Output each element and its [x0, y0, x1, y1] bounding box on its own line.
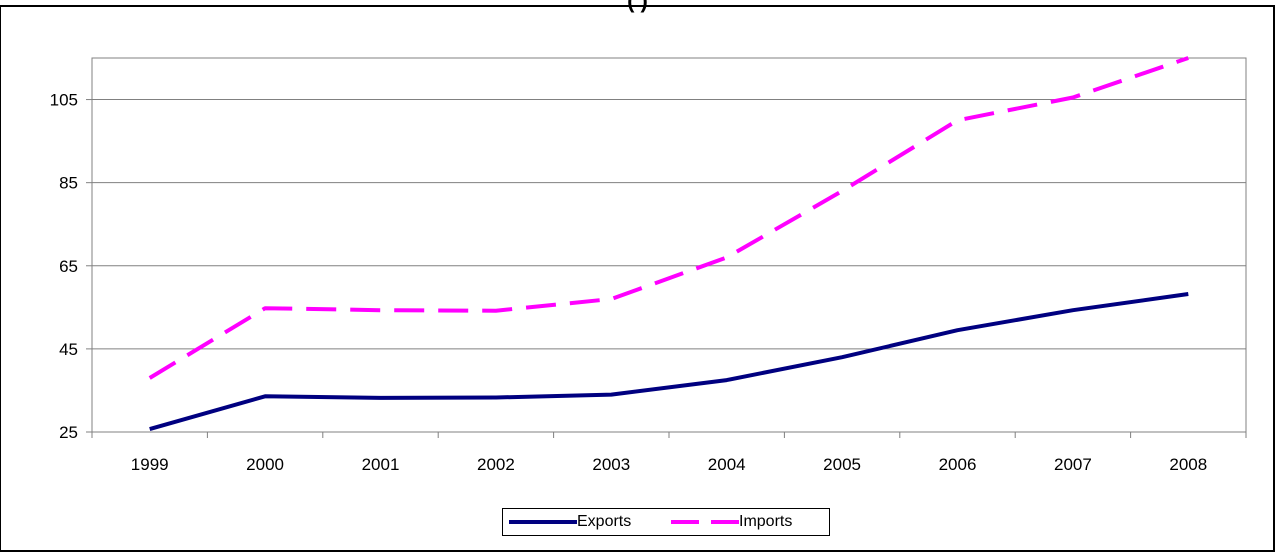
x-axis-ticks: 1999 2000 2001 2002 2003 2004 2005 2006 2007 2008: [91, 432, 1247, 474]
x-tick-label-2006: 2006: [939, 455, 977, 474]
y-tick-label-45: 45: [59, 340, 78, 359]
x-tick-label-1999: 1999: [131, 455, 169, 474]
y-tick-label-105: 105: [50, 91, 78, 110]
x-tick-label-2004: 2004: [708, 455, 746, 474]
y-tick-label-25: 25: [59, 423, 78, 442]
legend-item-exports: Exports: [509, 509, 631, 535]
y-tick-label-65: 65: [59, 257, 78, 276]
x-tick-label-2002: 2002: [477, 455, 515, 474]
legend-swatch-exports: [509, 520, 577, 524]
plot-area-border: [91, 57, 1247, 433]
x-tick-label-2007: 2007: [1054, 455, 1092, 474]
series-lines: [148, 56, 1189, 432]
outer-border: [0, 5, 1275, 552]
x-tick-label-2003: 2003: [592, 455, 630, 474]
legend-label-exports: Exports: [577, 513, 632, 530]
legend-label-imports: Imports: [739, 513, 793, 530]
legend-swatch-imports: [671, 520, 739, 524]
series-line-imports: [148, 56, 1189, 380]
legend-item-imports: Imports: [671, 509, 792, 535]
y-tick-label-85: 85: [59, 174, 78, 193]
series-line-exports: [149, 292, 1189, 432]
x-tick-label-2001: 2001: [362, 455, 400, 474]
x-tick-label-2005: 2005: [823, 455, 861, 474]
legend: Exports Imports: [502, 508, 830, 536]
y-axis-ticks: 25 45 65 85 105: [50, 91, 92, 442]
x-tick-label-2008: 2008: [1169, 455, 1207, 474]
x-tick-label-2000: 2000: [246, 455, 284, 474]
